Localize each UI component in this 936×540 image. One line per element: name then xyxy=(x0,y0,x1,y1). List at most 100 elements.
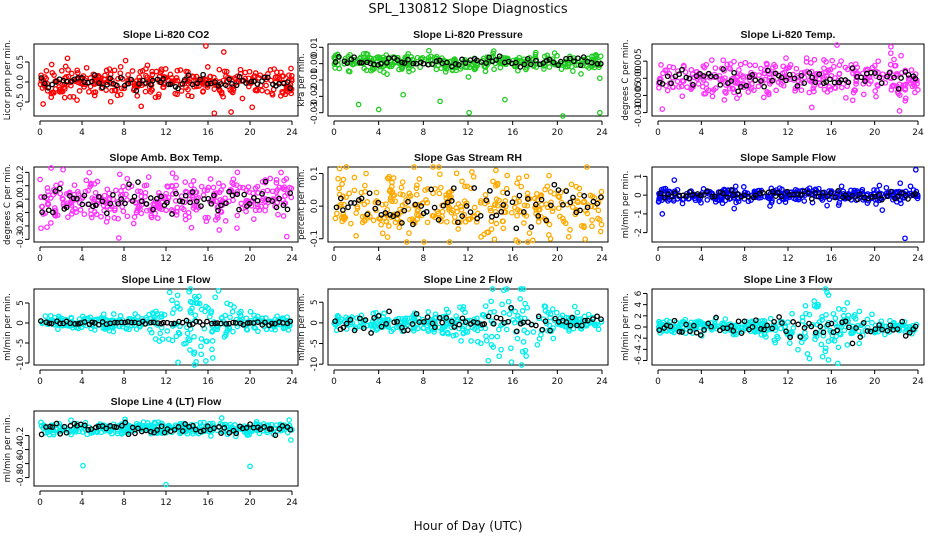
y-axis-label: ml/min per min. xyxy=(621,293,631,361)
data-point xyxy=(547,314,553,321)
y-tick-label: -0.03 xyxy=(310,101,320,124)
data-point xyxy=(382,201,389,207)
data-point-black xyxy=(547,327,553,334)
x-tick-label: 4 xyxy=(698,128,704,138)
data-point-black xyxy=(45,207,52,214)
data-point xyxy=(136,74,143,81)
data-point-black xyxy=(181,76,188,83)
data-point xyxy=(229,89,236,96)
data-point-black xyxy=(504,190,511,197)
data-point xyxy=(736,67,742,73)
data-point-black xyxy=(375,313,382,319)
data-point-black xyxy=(669,193,675,200)
data-point-black xyxy=(567,322,574,329)
data-point-black xyxy=(175,424,182,430)
x-tick-label: 0 xyxy=(655,377,661,387)
data-point xyxy=(204,84,211,90)
data-point-black xyxy=(135,425,141,432)
data-point xyxy=(595,207,602,214)
data-point-black xyxy=(394,57,401,63)
data-point-black xyxy=(410,221,416,228)
data-point-black xyxy=(95,321,102,328)
data-point xyxy=(520,339,527,345)
data-point xyxy=(488,298,495,305)
panel-title: Slope Line 3 Flow xyxy=(744,274,834,286)
data-point xyxy=(227,301,234,308)
data-point-black xyxy=(190,422,196,429)
panel-title: Slope Amb. Box Temp. xyxy=(109,152,222,164)
data-point xyxy=(489,286,496,292)
x-tick-label: 24 xyxy=(286,498,298,508)
data-point xyxy=(852,61,859,67)
data-point-black xyxy=(749,72,756,78)
data-point-black xyxy=(683,74,690,81)
y-tick-label: 2 xyxy=(634,313,644,319)
data-point xyxy=(272,326,278,333)
data-point xyxy=(512,308,518,315)
data-point-outlier xyxy=(60,166,66,173)
x-tick-label: 4 xyxy=(79,377,85,387)
y-tick-label: -2 xyxy=(634,334,644,343)
y-tick-label: -2 xyxy=(634,228,644,237)
data-point-black xyxy=(169,211,175,217)
data-point-black xyxy=(179,428,186,434)
x-tick-label: 12 xyxy=(160,128,171,138)
data-point xyxy=(485,357,492,364)
data-point xyxy=(370,217,377,224)
data-point xyxy=(169,191,176,197)
data-point-black xyxy=(853,325,859,331)
data-point xyxy=(284,314,290,320)
data-point xyxy=(142,88,149,95)
data-point-black xyxy=(462,60,469,66)
data-point-black xyxy=(103,210,110,217)
data-point-black xyxy=(284,206,291,213)
data-point-black xyxy=(218,430,224,436)
data-point-black xyxy=(43,319,50,326)
data-point-black xyxy=(578,322,585,329)
data-point xyxy=(883,184,890,191)
data-point-black xyxy=(211,192,217,199)
data-point xyxy=(658,62,664,68)
data-point xyxy=(124,175,131,182)
data-point xyxy=(869,311,875,318)
data-point-black xyxy=(118,422,125,429)
data-point xyxy=(106,66,113,72)
data-point xyxy=(234,212,241,219)
data-point xyxy=(143,182,150,189)
data-point xyxy=(508,209,515,216)
data-point-black xyxy=(812,190,819,196)
data-point-black xyxy=(819,189,826,196)
data-point xyxy=(183,84,189,91)
data-point-black xyxy=(471,185,478,191)
data-point-black xyxy=(192,426,199,433)
data-point xyxy=(91,92,98,99)
data-point xyxy=(44,87,51,94)
x-tick-label: 24 xyxy=(912,254,924,264)
data-point xyxy=(513,237,519,243)
data-point xyxy=(596,75,603,82)
data-point-black xyxy=(135,179,141,185)
data-point-black xyxy=(364,211,371,218)
x-tick-label: 16 xyxy=(202,377,214,387)
data-point-black xyxy=(218,320,224,327)
data-point-black xyxy=(508,304,514,311)
data-point xyxy=(755,83,762,90)
y-tick-label: 0 xyxy=(16,320,26,326)
data-point-black xyxy=(459,56,465,63)
data-point xyxy=(532,49,539,56)
data-point-black xyxy=(525,196,531,202)
x-tick-label: 24 xyxy=(286,254,298,264)
data-point-black xyxy=(171,426,178,433)
data-point xyxy=(530,329,537,335)
data-point-black xyxy=(867,328,874,335)
data-point-black xyxy=(179,81,186,87)
data-point-black xyxy=(431,204,438,211)
data-point-black xyxy=(399,220,405,226)
y-axis-label: kPa per min. xyxy=(297,53,307,106)
data-point-black xyxy=(287,85,294,91)
data-point-black xyxy=(569,314,576,321)
data-point xyxy=(39,203,46,210)
y-tick-label: -5 xyxy=(310,339,320,348)
x-tick-label: 4 xyxy=(376,128,382,138)
